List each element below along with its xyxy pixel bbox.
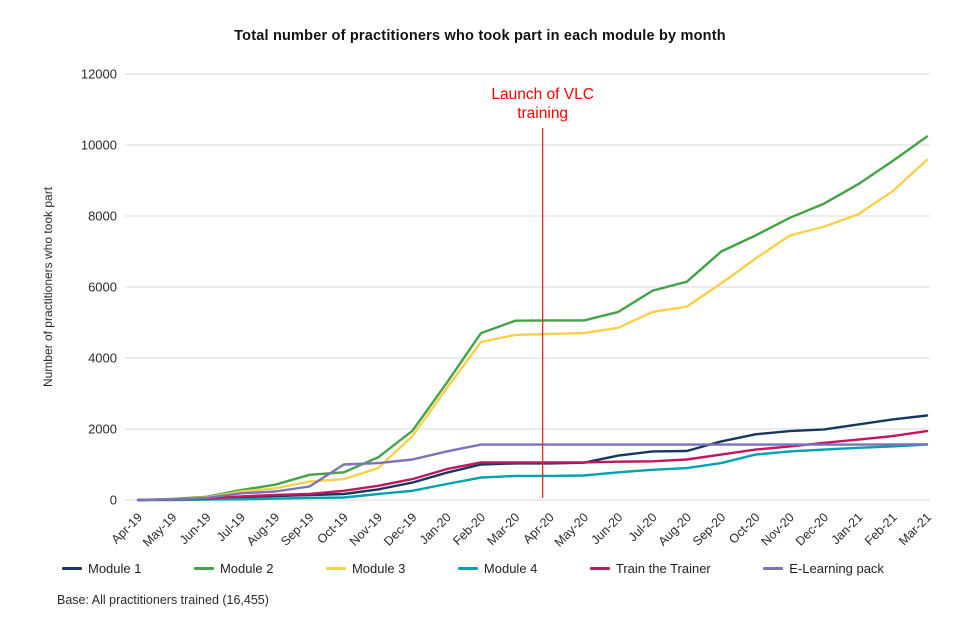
series-line-module-3 [136,158,929,502]
x-tick-label: May-19 [140,510,179,549]
x-tick-label: Jun-20 [588,510,625,547]
x-tick-label: Jun-19 [177,510,214,547]
x-tick-label: Aug-19 [244,510,282,548]
x-tick-label: Sep-20 [690,510,728,548]
x-tick-label: Aug-20 [656,510,694,548]
x-tick-label: Jan-21 [829,510,866,547]
legend: Module 1 Module 2 Module 3 Module 4 Trai… [62,561,884,576]
legend-label: E-Learning pack [789,561,884,576]
x-tick-label: Mar-20 [485,510,523,548]
y-tick-label: 2000 [88,422,117,437]
y-tick-label: 12000 [81,67,117,82]
x-tick-label: Dec-19 [381,510,419,548]
legend-swatch-train-the-trainer [589,567,610,570]
x-tick-label: Jan-20 [417,510,454,547]
x-tick-label: Nov-20 [759,510,797,548]
y-tick-label: 4000 [88,351,117,366]
legend-swatch-module-3 [325,567,346,570]
legend-item-module-2: Module 2 [193,561,274,576]
annotation-text-line2: training [517,105,568,122]
legend-item-module-1: Module 1 [62,561,141,576]
x-tick-label: Dec-20 [793,510,831,548]
x-tick-label: Oct-20 [726,510,762,546]
legend-swatch-e-learning-pack [763,567,784,570]
y-tick-label: 0 [110,493,117,508]
y-tick-label: 8000 [88,209,117,224]
x-tick-label: Mar-21 [896,510,934,548]
legend-label: Module 1 [88,561,142,576]
legend-item-module-3: Module 3 [325,561,406,576]
legend-swatch-module-1 [62,567,82,570]
series-line-module-2 [136,135,929,502]
legend-label: Train the Trainer [615,561,711,576]
legend-label: Module 2 [219,561,274,576]
x-tick-label: Feb-21 [862,510,900,548]
x-tick-label: Oct-19 [314,510,350,546]
legend-item-train-the-trainer: Train the Trainer [589,561,711,576]
y-tick-label: 6000 [88,280,117,295]
legend-item-module-4: Module 4 [457,561,538,576]
base-footnote: Base: All practitioners trained (16,455) [57,593,269,607]
x-tick-label: Apr-19 [109,510,145,546]
legend-label: Module 4 [483,561,538,576]
series-line-module-4 [136,443,929,502]
annotation-text-line1: Launch of VLC [491,86,594,103]
series-line-e-learning-pack [136,443,929,502]
legend-swatch-module-2 [193,567,214,570]
x-tick-label: Nov-19 [347,510,385,548]
x-tick-label: May-20 [552,510,591,549]
y-tick-label: 10000 [81,138,117,153]
x-tick-label: Feb-20 [450,510,488,548]
chart-canvas: 020004000600080001000012000Apr-19May-19J… [81,67,934,550]
x-tick-label: Apr-20 [520,510,556,546]
legend-swatch-module-4 [457,567,478,570]
chart-title: Total number of practitioners who took p… [234,28,726,44]
legend-item-e-learning-pack: E-Learning pack [763,561,884,576]
x-tick-label: Sep-19 [278,510,316,548]
legend-label: Module 3 [351,561,406,576]
